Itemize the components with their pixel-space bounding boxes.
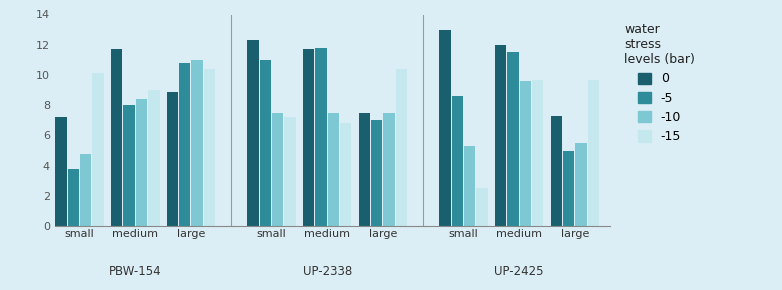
Bar <box>56 117 66 226</box>
Bar <box>80 154 91 226</box>
Bar <box>359 113 370 226</box>
Bar <box>519 81 531 226</box>
Bar <box>303 49 314 226</box>
Bar <box>508 52 518 226</box>
Bar <box>476 188 488 226</box>
Bar <box>464 146 475 226</box>
Bar <box>439 30 450 226</box>
Bar <box>340 123 351 226</box>
Legend: 0, -5, -10, -15: 0, -5, -10, -15 <box>622 21 698 146</box>
Bar <box>192 60 203 226</box>
Bar <box>396 69 407 226</box>
Bar <box>67 169 79 226</box>
Bar <box>328 113 339 226</box>
Bar <box>563 151 574 226</box>
Bar <box>247 40 259 226</box>
Text: PBW-154: PBW-154 <box>109 265 162 278</box>
Bar <box>451 96 463 226</box>
Bar <box>92 73 104 226</box>
Bar <box>576 143 586 226</box>
Bar <box>371 120 382 226</box>
Bar <box>272 113 283 226</box>
Bar <box>136 99 147 226</box>
Bar <box>124 105 135 226</box>
Bar <box>204 69 215 226</box>
Bar <box>551 116 562 226</box>
Bar <box>532 79 543 226</box>
Bar <box>315 48 327 226</box>
Bar <box>383 113 395 226</box>
Bar <box>588 79 599 226</box>
Text: UP-2425: UP-2425 <box>494 265 544 278</box>
Bar <box>285 117 296 226</box>
Bar <box>179 63 191 226</box>
Bar <box>495 45 506 226</box>
Bar <box>260 60 271 226</box>
Bar <box>111 49 122 226</box>
Text: UP-2338: UP-2338 <box>303 265 352 278</box>
Bar <box>148 90 160 226</box>
Bar <box>167 92 178 226</box>
